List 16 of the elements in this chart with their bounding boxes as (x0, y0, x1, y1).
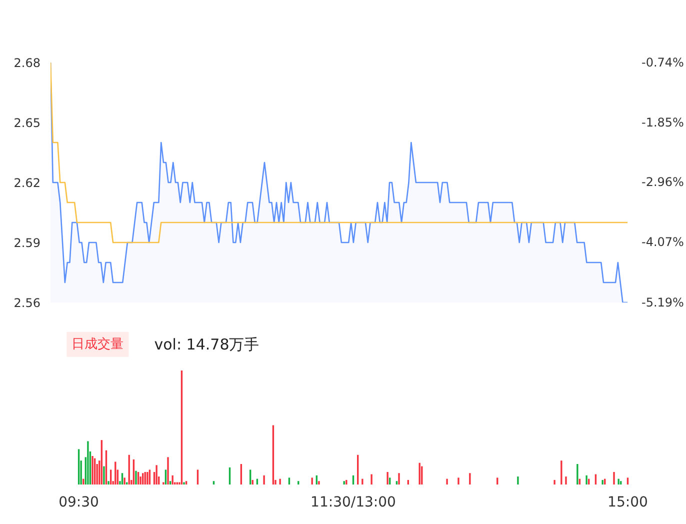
y2-tick-label: -5.19% (642, 296, 684, 310)
line-series (50, 62, 628, 244)
x-tick-label: 09:30 (58, 494, 99, 510)
x-tick-label: 11:30/13:00 (310, 494, 396, 510)
x-tick-label: 15:00 (608, 494, 648, 510)
y2-tick-label: -0.74% (642, 56, 684, 70)
y-tick-label: 2.62 (14, 176, 40, 190)
y-tick-label: 2.56 (14, 296, 40, 310)
y-tick-label: 2.59 (14, 236, 40, 250)
y2-tick-label: -1.85% (642, 115, 684, 130)
text: 日成交量 (72, 336, 124, 352)
y-tick-label: 2.65 (14, 116, 40, 130)
y2-tick-label: -4.07% (642, 235, 684, 250)
y-tick-label: 2.68 (14, 56, 40, 70)
text: vol: 14.78万手 (154, 335, 260, 354)
y2-tick-label: -2.96% (642, 175, 684, 190)
